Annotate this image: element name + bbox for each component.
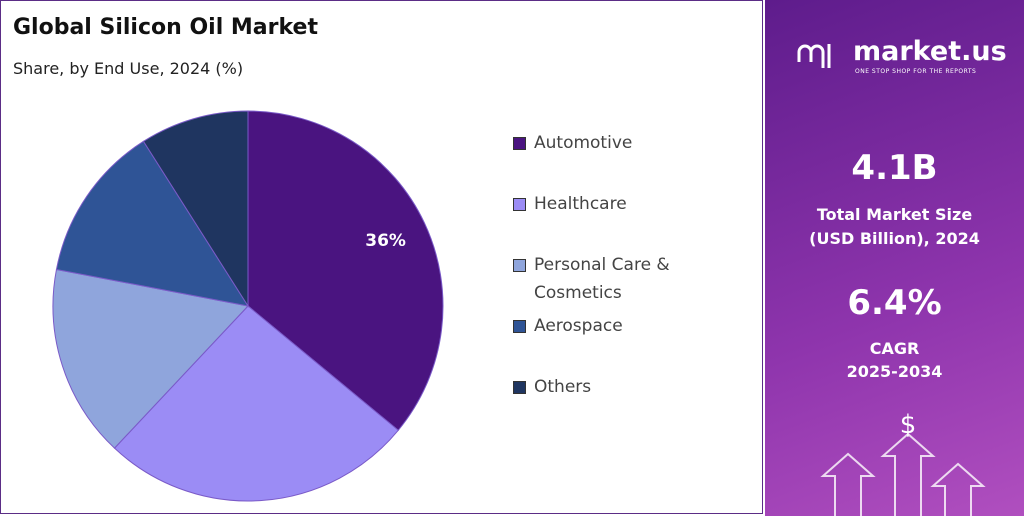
stat-label: 2025-2034 [846,362,943,381]
decor: $ [797,44,986,516]
legend-swatch [513,259,526,272]
legend-label: Others [534,377,592,397]
legend-item: Aerospace [513,312,713,340]
brand: market.us [853,36,1007,67]
pie-slice [142,110,249,308]
stat-value: 6.4% [847,283,942,323]
arrows [820,432,986,516]
logo [797,44,831,68]
pie-slice [113,305,399,502]
legend-item: Personal Care & Cosmetics [513,251,713,307]
legend-label: Aerospace [534,316,623,336]
data-label: 36% [365,231,406,251]
legend-swatch [513,320,526,333]
pie-chart: 36% [52,110,444,502]
chart-title: Global Silicon Oil Market [13,15,318,40]
tagline: ONE STOP SHOP FOR THE REPORTS [855,68,977,75]
chart-panel: Global Silicon Oil Market Share, by End … [0,0,763,514]
legend-label: Personal Care & Cosmetics [534,255,670,303]
legend-item: Healthcare [513,190,713,218]
legend-item: Others [513,373,713,401]
stat-value: 4.1B [851,148,938,188]
legend-label: Healthcare [534,194,627,214]
stat-label: Total Market Size [816,205,973,224]
legend-swatch [513,198,526,211]
chart-subtitle: Share, by End Use, 2024 (%) [13,59,244,78]
pie-slice [52,268,249,449]
legend-label: Automotive [534,133,633,153]
legend-swatch [513,137,526,150]
legend-item: Automotive [513,129,713,157]
dollar-icon: $ [900,410,917,440]
legend-swatch [513,381,526,394]
stat-label: CAGR [869,339,920,358]
pie-slice [55,140,250,307]
sidebar: $ market.us ONE STOP SHOP FOR THE REPORT… [765,0,1024,516]
stat-label: (USD Billion), 2024 [809,229,980,248]
pie-slice [247,110,444,432]
